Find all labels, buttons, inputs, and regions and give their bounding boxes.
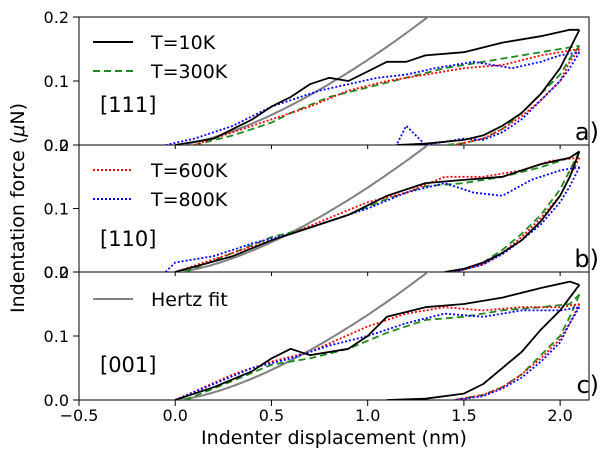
panel-a-plot-area [165, 17, 581, 145]
legend-panel-c: Hertz fit [93, 289, 228, 311]
series-t-10k-unloading-line [386, 284, 581, 400]
series-t-600k-unloading-line [454, 303, 581, 400]
series-t-800k-unloading-line [454, 166, 581, 272]
x-axis-label: Indenter displacement (nm) [201, 427, 467, 449]
series-t-600k-loading-line [194, 48, 580, 145]
panel-c-letter: c) [576, 371, 599, 399]
x-tick-label: −0.5 [60, 406, 99, 425]
legend-panel-a: T=10K T=300K [93, 32, 228, 83]
series-t-600k-unloading-line [454, 157, 581, 272]
panel-c-plot-area [174, 272, 581, 400]
legend-label-10k: T=10K [150, 32, 216, 54]
y-tick-label: 0.1 [44, 72, 69, 91]
y-axis-label-prefix: Indentation force ( [7, 137, 29, 313]
series-t-600k-unloading-line [454, 48, 581, 145]
series-t-800k-loading-line [174, 306, 580, 400]
y-tick-label: 0.1 [44, 200, 69, 219]
x-tick-label: 2.0 [547, 406, 572, 425]
panel-c-direction-label: [001] [100, 353, 156, 377]
series-t-10k-loading-line [175, 28, 580, 145]
series-t-800k-loading-line [164, 166, 580, 272]
panel-b-direction-label: [110] [100, 227, 156, 251]
hertz-fit-line [175, 272, 430, 400]
y-tick-label: 0.2 [44, 8, 69, 27]
y-tick-label: 0.2 [44, 263, 69, 282]
series-t-300k-loading-line [194, 44, 580, 145]
axis-ticks: 0.00.10.20.00.10.20.00.10.2−0.5 0.0 0.5 1.0… [44, 8, 573, 425]
y-tick-label: 0.0 [44, 136, 69, 155]
series-t-10k-loading-line [174, 150, 580, 272]
y-axis-label: Indentation force (μN) [7, 103, 29, 313]
y-axis-label-mu: μ [7, 125, 29, 138]
y-tick-label: 0.0 [44, 391, 69, 410]
y-tick-label: 0.2 [44, 136, 69, 155]
series-t-10k-loading-line [174, 280, 580, 400]
series-t-300k-loading-line [184, 293, 581, 400]
legend-panel-b: T=600K T=800K [93, 160, 228, 211]
hertz-fit-line [175, 145, 430, 272]
legend-label-600k: T=600K [150, 160, 228, 182]
series-t-800k-unloading-line [395, 51, 581, 145]
y-tick-label: 0.1 [44, 327, 69, 346]
legend-label-300k: T=300K [150, 61, 228, 83]
series-t-10k-unloading-line [444, 151, 581, 272]
x-tick-label: 0.0 [162, 406, 187, 425]
legend-label-hertz: Hertz fit [151, 289, 228, 311]
legend-label-800k: T=800K [150, 189, 228, 211]
panel-a-direction-label: [111] [100, 93, 156, 117]
x-tick-label: 0.5 [259, 406, 284, 425]
y-axis-label-suffix: N) [7, 103, 29, 125]
hertz-fit-line [175, 17, 430, 145]
panel-b-plot-area [164, 145, 581, 272]
panel-b-letter: b) [574, 245, 599, 273]
x-tick-label: 1.5 [451, 406, 476, 425]
y-tick-label: 0.0 [44, 263, 69, 282]
series-t-300k-unloading-line [448, 150, 581, 272]
series-t-10k-unloading-line [396, 29, 581, 145]
series-t-300k-unloading-line [444, 45, 581, 145]
x-tick-label: 1.0 [355, 406, 380, 425]
panel-a-letter: a) [575, 118, 599, 146]
series-t-300k-unloading-line [454, 294, 581, 400]
series-t-800k-loading-line [165, 51, 580, 145]
series-t-800k-unloading-line [454, 306, 581, 400]
